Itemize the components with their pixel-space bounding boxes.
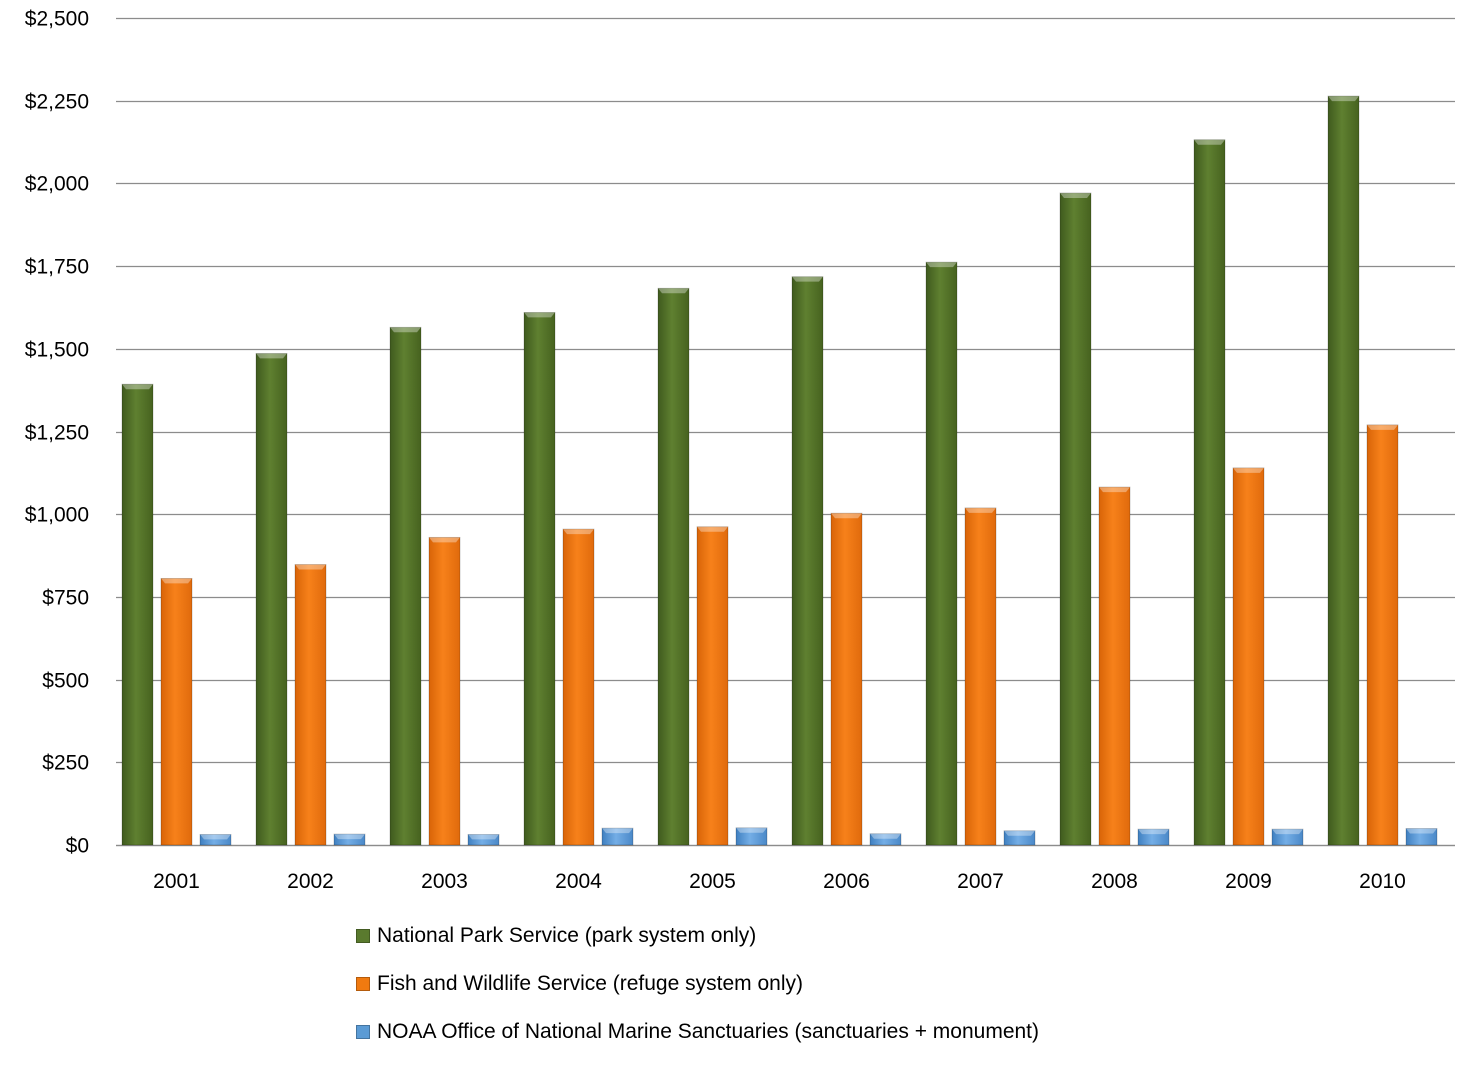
x-axis-tick-labels: 2001 2002 2003 2004 2005 2006 2007 2008 2009 2010: [153, 870, 1406, 893]
bar-fish-and-wildlife-service-2009: [1232, 467, 1265, 846]
bar-fish-and-wildlife-service-2005: [696, 526, 729, 846]
bar-national-park-service-2008: [1059, 192, 1092, 846]
bar-national-park-service-2005: [657, 287, 690, 846]
gridlines: [116, 17, 1455, 847]
bars: [121, 95, 1438, 846]
bar-fish-and-wildlife-service-2001: [160, 577, 193, 846]
bar-fish-and-wildlife-service-2010: [1366, 424, 1399, 846]
y-tick-label: $1,500: [25, 339, 89, 362]
bar-noaa-marine-sanctuaries-2004: [601, 827, 634, 846]
y-tick-label: $2,250: [25, 91, 89, 114]
x-tick-label: 2009: [1225, 870, 1272, 893]
bar-national-park-service-2001: [121, 383, 154, 846]
bar-fish-and-wildlife-service-2002: [294, 564, 327, 846]
bar-noaa-marine-sanctuaries-2007: [1003, 830, 1036, 846]
legend-label-noaa-marine-sanctuaries: NOAA Office of National Marine Sanctuari…: [377, 1020, 1040, 1043]
bar-fish-and-wildlife-service-2008: [1098, 486, 1131, 846]
legend-item-noaa-marine-sanctuaries: NOAA Office of National Marine Sanctuari…: [356, 1017, 1039, 1047]
bar-fish-and-wildlife-service-2007: [964, 507, 997, 846]
bar-noaa-marine-sanctuaries-2002: [333, 833, 366, 846]
legend-swatch-national-park-service: [356, 929, 370, 943]
legend-label-fish-and-wildlife-service: Fish and Wildlife Service (refuge system…: [377, 972, 803, 995]
bar-national-park-service-2007: [925, 261, 958, 846]
y-tick-label: $750: [42, 587, 89, 610]
bar-noaa-marine-sanctuaries-2010: [1405, 828, 1438, 846]
y-tick-label: $2,500: [25, 8, 89, 31]
y-axis-tick-labels: $0 $250 $500 $750 $1,000 $1,250 $1,500 $1,750 $2…: [25, 8, 89, 858]
x-tick-label: 2007: [957, 870, 1004, 893]
legend-item-fish-and-wildlife-service: Fish and Wildlife Service (refuge system…: [356, 969, 1039, 999]
x-tick-label: 2001: [153, 870, 200, 893]
x-tick-label: 2006: [823, 870, 870, 893]
x-tick-label: 2002: [287, 870, 334, 893]
y-tick-label: $1,750: [25, 256, 89, 279]
y-tick-label: $500: [42, 670, 89, 693]
y-tick-label: $1,250: [25, 422, 89, 445]
bar-noaa-marine-sanctuaries-2008: [1137, 828, 1170, 846]
bar-noaa-marine-sanctuaries-2006: [869, 833, 902, 846]
bar-national-park-service-2006: [791, 276, 824, 846]
legend: National Park Service (park system only)…: [356, 921, 1039, 1065]
legend-item-national-park-service: National Park Service (park system only): [356, 921, 1039, 951]
bar-noaa-marine-sanctuaries-2005: [735, 827, 768, 846]
y-tick-label: $1,000: [25, 504, 89, 527]
bar-national-park-service-2010: [1327, 95, 1360, 846]
bar-noaa-marine-sanctuaries-2003: [467, 834, 500, 846]
bar-national-park-service-2009: [1193, 139, 1226, 846]
x-tick-label: 2010: [1359, 870, 1406, 893]
legend-swatch-noaa-marine-sanctuaries: [356, 1025, 370, 1039]
bar-chart: $0 $250 $500 $750 $1,000 $1,250 $1,500 $1,750 $2…: [25, 8, 1455, 893]
x-tick-label: 2005: [689, 870, 736, 893]
bar-noaa-marine-sanctuaries-2009: [1271, 828, 1304, 846]
y-tick-label: $250: [42, 752, 89, 775]
bar-noaa-marine-sanctuaries-2001: [199, 834, 232, 846]
x-tick-label: 2008: [1091, 870, 1138, 893]
bar-fish-and-wildlife-service-2004: [562, 528, 595, 846]
x-tick-label: 2003: [421, 870, 468, 893]
legend-swatch-fish-and-wildlife-service: [356, 977, 370, 991]
bar-fish-and-wildlife-service-2003: [428, 536, 461, 846]
x-tick-label: 2004: [555, 870, 602, 893]
bar-national-park-service-2003: [389, 326, 422, 846]
y-tick-label: $0: [66, 835, 89, 858]
y-tick-label: $2,000: [25, 173, 89, 196]
legend-label-national-park-service: National Park Service (park system only): [377, 924, 757, 947]
bar-national-park-service-2004: [523, 312, 556, 846]
bar-national-park-service-2002: [255, 353, 288, 846]
bar-fish-and-wildlife-service-2006: [830, 512, 863, 846]
